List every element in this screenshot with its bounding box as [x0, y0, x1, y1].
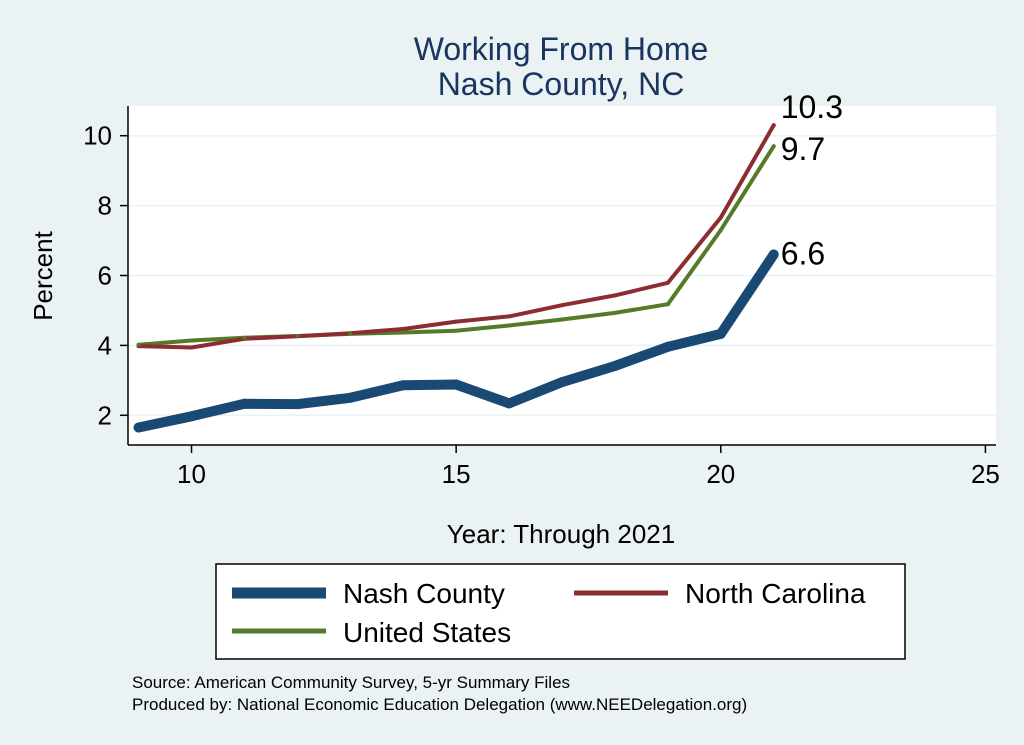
data-points	[133, 123, 779, 433]
point-north-carolina-10	[189, 345, 194, 350]
point-nash-county-19	[662, 341, 673, 352]
point-united-states-11	[242, 335, 247, 340]
chart-title-line-2: Nash County, NC	[438, 66, 685, 102]
y-axis-title: Percent	[28, 230, 58, 320]
point-nash-county-21	[768, 249, 779, 260]
legend: Nash County North Carolina United States	[215, 563, 906, 660]
y-tick-label-10: 10	[83, 121, 112, 151]
end-label-north-carolina: 10.3	[781, 89, 843, 125]
point-north-carolina-19	[665, 280, 670, 285]
produced-by-note: Produced by: National Economic Education…	[132, 695, 747, 714]
point-nash-county-13	[345, 392, 356, 403]
point-united-states-17	[560, 317, 564, 322]
x-tick-label-10: 10	[177, 459, 206, 489]
point-north-carolina-21	[771, 123, 776, 128]
legend-label-united-states: United States	[343, 617, 511, 648]
point-north-carolina-18	[612, 293, 617, 298]
point-nash-county-20	[715, 328, 726, 339]
y-tick-label-6: 6	[98, 261, 112, 291]
point-nash-county-14	[398, 380, 409, 391]
point-united-states-16	[507, 323, 512, 328]
point-united-states-13	[348, 331, 353, 336]
legend-box	[215, 563, 906, 660]
point-nash-county-18	[609, 361, 620, 371]
point-united-states-20	[718, 228, 723, 233]
point-north-carolina-17	[560, 303, 564, 308]
y-axis-ticks: 2 4 6 8 10	[83, 121, 128, 430]
point-north-carolina-16	[507, 314, 512, 319]
point-nash-county-12	[292, 399, 303, 410]
point-united-states-19	[665, 302, 670, 307]
point-nash-county-11	[239, 398, 250, 409]
point-united-states-10	[189, 338, 194, 343]
x-tick-label-25: 25	[971, 459, 1000, 489]
point-nash-county-15	[451, 379, 462, 390]
x-axis-ticks: 10 15 20 25	[177, 445, 1000, 489]
point-united-states-12	[295, 334, 300, 338]
x-tick-label-15: 15	[442, 459, 471, 489]
point-nash-county-10	[186, 411, 197, 422]
legend-label-north-carolina: North Carolina	[685, 578, 866, 609]
point-nash-county-16	[504, 398, 515, 409]
point-nash-county-9	[133, 422, 144, 433]
source-note: Source: American Community Survey, 5-yr …	[132, 673, 570, 692]
point-north-carolina-15	[454, 319, 459, 324]
point-united-states-9	[136, 342, 141, 347]
y-tick-label-2: 2	[98, 400, 112, 430]
point-united-states-14	[401, 330, 406, 335]
end-label-united-states: 9.7	[781, 131, 825, 167]
point-united-states-18	[612, 310, 617, 315]
point-north-carolina-14	[401, 327, 406, 331]
legend-label-nash-county: Nash County	[343, 578, 505, 609]
chart-title-line-1: Working From Home	[414, 31, 709, 67]
y-tick-label-4: 4	[98, 330, 112, 360]
end-label-nash-county: 6.6	[781, 236, 825, 272]
x-axis-title: Year: Through 2021	[447, 519, 675, 549]
y-tick-label-8: 8	[98, 191, 112, 221]
x-tick-label-20: 20	[706, 459, 735, 489]
point-united-states-21	[771, 144, 776, 149]
point-nash-county-17	[557, 377, 567, 388]
gridlines	[128, 134, 996, 417]
point-united-states-15	[454, 328, 459, 333]
point-north-carolina-20	[718, 215, 723, 220]
